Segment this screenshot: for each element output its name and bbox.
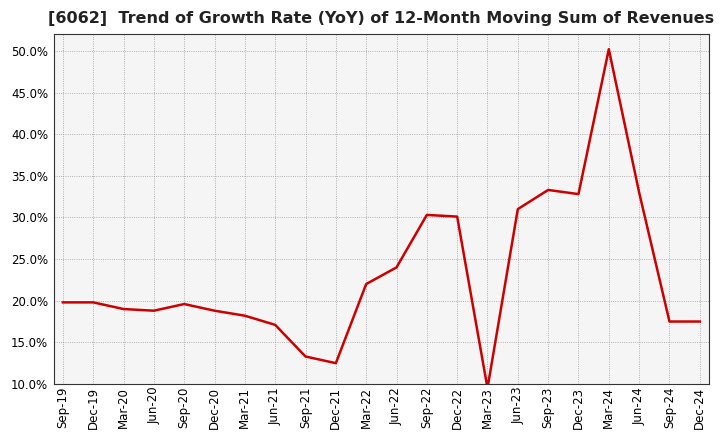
Title: [6062]  Trend of Growth Rate (YoY) of 12-Month Moving Sum of Revenues: [6062] Trend of Growth Rate (YoY) of 12-… [48, 11, 714, 26]
